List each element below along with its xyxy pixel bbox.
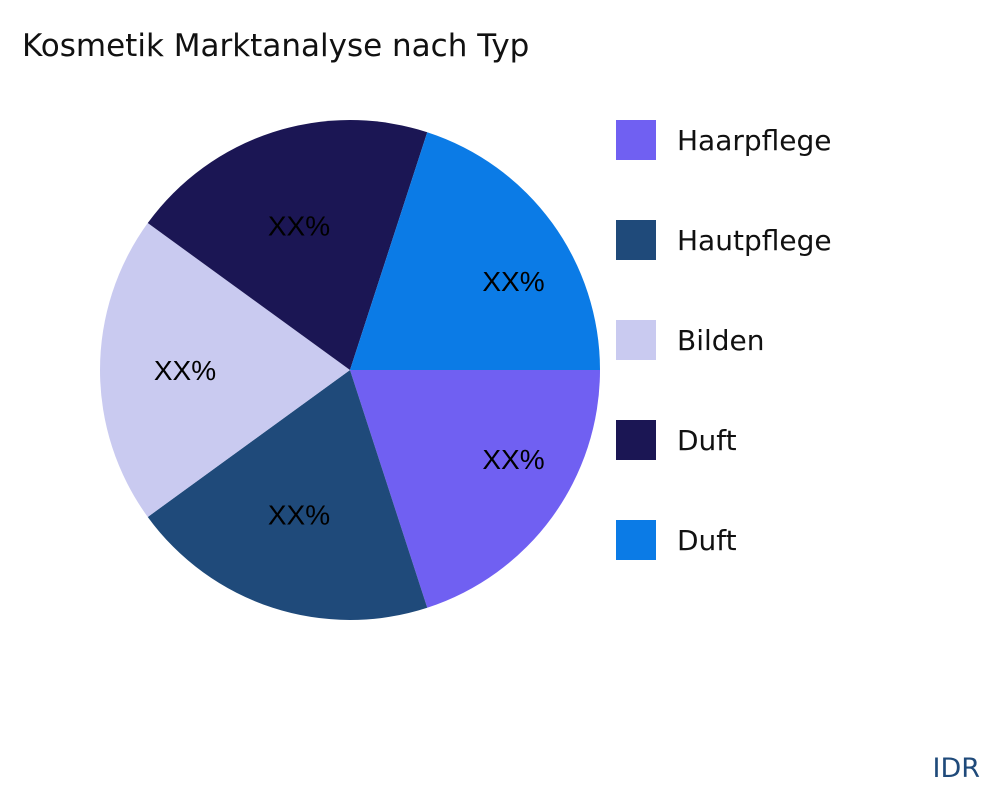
legend-swatch xyxy=(616,120,656,160)
legend-item: Duft xyxy=(616,520,737,560)
legend-item: Duft xyxy=(616,420,737,460)
pie-slice-3 xyxy=(147,120,428,370)
data-label-1: XX% xyxy=(268,499,330,530)
chart-title: Kosmetik Marktanalyse nach Typ xyxy=(22,28,530,64)
legend-label: Bilden xyxy=(677,323,765,357)
data-label-0: XX% xyxy=(482,444,544,475)
pie-slice-0 xyxy=(350,370,600,608)
legend-label: Hautpflege xyxy=(677,223,832,257)
data-label-3: XX% xyxy=(268,211,330,242)
legend-item: Haarpflege xyxy=(616,120,832,160)
data-label-2: XX% xyxy=(154,355,216,386)
pie-slice-2 xyxy=(100,223,350,517)
legend-item: Bilden xyxy=(616,320,765,360)
pie-slice-1 xyxy=(147,370,428,620)
legend-swatch xyxy=(616,420,656,460)
brand-logo: IDR xyxy=(932,753,980,784)
pie-slice-4 xyxy=(350,132,600,370)
legend-label: Haarpflege xyxy=(677,123,832,157)
legend-swatch xyxy=(616,520,656,560)
legend-swatch xyxy=(616,320,656,360)
legend-label: Duft xyxy=(677,523,737,557)
legend-label: Duft xyxy=(677,423,737,457)
legend-swatch xyxy=(616,220,656,260)
legend-item: Hautpflege xyxy=(616,220,832,260)
data-label-4: XX% xyxy=(482,266,544,297)
